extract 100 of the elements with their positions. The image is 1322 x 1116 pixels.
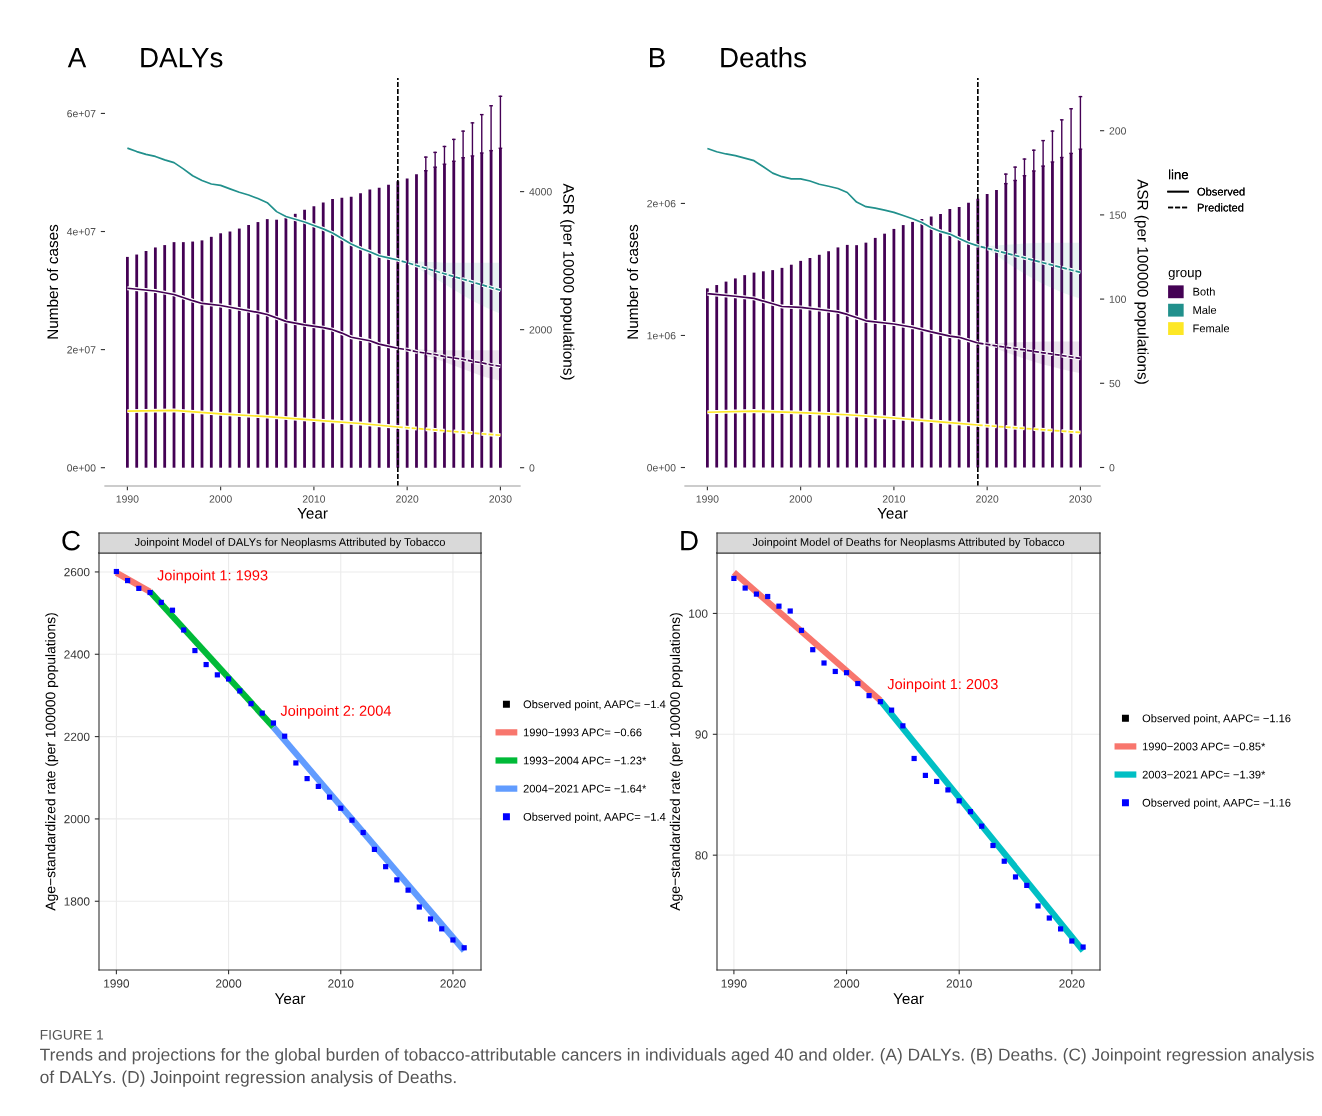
y-tick-label: 1800 [64,897,90,906]
text: Observed [1197,187,1245,196]
point [787,608,793,614]
point [753,591,760,597]
y-tick-label: 90 [695,730,708,739]
point [192,647,198,654]
point [125,577,131,584]
y2-axis-title: ASR (per 100000 populations) [1134,179,1149,384]
text: D [681,531,698,551]
y-axis-title: Age−standardized rate (per 100000 populations) [669,613,683,911]
legend-label: Observed point, AAPC= −1.16 [1142,798,1291,809]
y-tick-label: 0e+00 [67,464,96,472]
point [248,701,254,707]
point [990,842,996,849]
point [1046,915,1052,921]
text: line [1168,169,1189,180]
legend-label: Female [1193,324,1230,333]
text: Trends and projections for the global burden of tobacco-attributable cancers in individuals aged 40 and older. (A) DALYs. (B) Deaths. (C) Joinpoint regression analysis of DALYs. (D) Joinpoint regression analysis of Deaths. [40,1048,1314,1087]
point [832,668,838,675]
point [934,778,940,785]
caption: FIGURE 1 [40,1029,104,1040]
y-axis-title: Number of cases [46,224,59,339]
point [776,603,782,609]
x-axis-title: Year [877,508,908,519]
point [158,599,164,605]
point [1001,858,1007,864]
text: B [650,48,665,68]
point [810,647,816,653]
point [742,585,748,591]
legend-label: 1993−2004 APC= −1.23* [523,756,647,765]
x-tick-label: 2010 [302,495,326,503]
point [169,607,176,613]
y-tick-label: 1e+06 [647,331,676,340]
point [383,864,389,870]
point [326,794,333,800]
point [259,710,265,716]
x-tick-label: 2020 [440,979,466,988]
y2-axis-title: ASR (per 10000 populations) [560,183,575,380]
y-tick-label: 100 [689,609,708,618]
x-tick-label: 2010 [328,979,354,988]
y-tick-label: 0e+00 [647,464,676,472]
point [203,661,209,668]
x-tick-label: 2000 [209,495,232,503]
y-tick-label: 2400 [64,650,90,659]
point [405,887,411,893]
point [427,916,434,922]
point [979,823,985,829]
legend-label: 2004−2021 APC= −1.64* [523,784,647,793]
x-axis-title: Year [893,993,924,1005]
y2-tick-label: 100 [1109,295,1126,303]
point [911,755,917,762]
point [439,926,445,932]
point [360,829,366,836]
legend-label: Male [1193,305,1217,314]
point [1069,938,1075,944]
point [338,805,344,811]
point [113,568,119,575]
point [237,688,243,694]
point [821,660,827,666]
chart-title: DALYs [141,48,223,68]
y2-tick-label: 50 [1109,379,1121,388]
y-axis-title: Age−standardized rate (per 100000 populations) [45,613,59,911]
point [416,904,422,910]
point [855,680,861,687]
x-tick-label: 2030 [489,495,512,503]
y-tick-label: 2e+06 [647,199,676,208]
point [877,699,883,705]
point [181,627,187,633]
point [1035,903,1041,909]
point [900,723,906,729]
x-tick-label: 2020 [396,495,419,503]
y2-tick-label: 0 [529,464,535,472]
legend-label: 1990−2003 APC= −0.85* [1142,742,1266,751]
y2-tick-label: 2000 [529,326,552,334]
annotation: Joinpoint 2: 2004 [280,705,392,719]
y-tick-label: 2200 [64,732,90,741]
text: Predicted [1197,203,1244,212]
x-axis-title: Year [297,508,328,519]
point [293,760,299,766]
legend-label: Both [1193,287,1215,296]
legend-label: Observed point, AAPC= −1.4 [523,812,666,823]
x-tick-label: 1990 [721,979,747,988]
y-tick-label: 80 [695,851,708,860]
point [922,772,928,778]
x-tick-label: 2000 [789,495,812,503]
x-tick-label: 2000 [834,979,860,988]
text: A [67,48,87,68]
legend-label: 1990−1993 APC= −0.66 [523,728,642,737]
annotation: Joinpoint 1: 2003 [887,678,998,693]
point [1057,926,1064,932]
point [371,846,378,852]
point [798,627,805,633]
legend-label: Observed point, AAPC= −1.4 [523,700,666,711]
y-tick-label: 2e+07 [67,346,96,354]
y-tick-label: 6e+07 [67,109,96,118]
point [956,798,962,804]
point [282,733,288,739]
annotation: Joinpoint 1: 1993 [157,569,268,584]
y-tick-label: 2000 [64,814,90,824]
point [945,787,951,793]
